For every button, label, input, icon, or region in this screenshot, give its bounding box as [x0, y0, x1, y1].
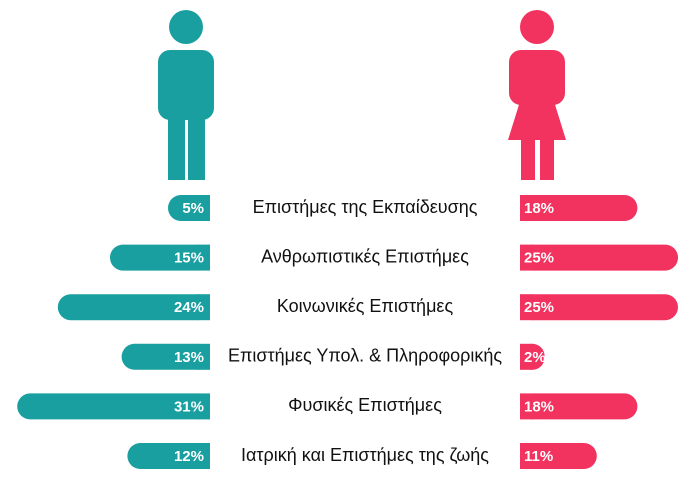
- bar-cap: [197, 195, 210, 221]
- bar: [110, 244, 210, 271]
- bar-cap: [520, 244, 533, 271]
- value-label: 18%: [524, 200, 554, 217]
- woman-icon: [508, 10, 566, 180]
- bar-cap: [520, 343, 533, 370]
- category-label: Ιατρική και Επιστήμες της ζωής: [241, 445, 489, 465]
- bar: [520, 244, 678, 271]
- category-label: Επιστήμες Υπολ. & Πληροφορικής: [228, 346, 502, 366]
- bar: [127, 443, 210, 469]
- bar: [57, 294, 210, 321]
- man-icon: [158, 10, 214, 180]
- value-label: 24%: [174, 299, 204, 316]
- bar-cap: [520, 443, 533, 469]
- value-label: 5%: [182, 200, 204, 217]
- category-label: Φυσικές Επιστήμες: [288, 395, 442, 415]
- bar: [17, 393, 211, 420]
- category-label: Κοινωνικές Επιστήμες: [277, 296, 454, 316]
- value-label: 25%: [524, 250, 554, 267]
- bar: [520, 393, 638, 420]
- value-label: 18%: [524, 398, 554, 415]
- value-label: 11%: [524, 448, 553, 465]
- value-label: 12%: [174, 448, 204, 465]
- value-label: 25%: [524, 299, 554, 316]
- bar-cap: [520, 195, 533, 221]
- value-label: 15%: [174, 250, 204, 267]
- bar: [520, 195, 638, 221]
- bar-cap: [520, 294, 533, 321]
- bar: [520, 294, 678, 321]
- category-label: Ανθρωπιστικές Επιστήμες: [261, 246, 469, 266]
- category-label: Επιστήμες της Εκπαίδευσης: [253, 197, 478, 217]
- bar-cap: [197, 393, 210, 420]
- bar-cap: [197, 343, 210, 370]
- bar: [121, 343, 210, 370]
- bar: [520, 443, 597, 469]
- bar-cap: [197, 443, 210, 469]
- value-label: 2%: [524, 349, 546, 366]
- value-label: 13%: [174, 349, 204, 366]
- bar-cap: [197, 294, 210, 321]
- value-label: 31%: [174, 398, 204, 415]
- bar-cap: [520, 393, 533, 420]
- bar-cap: [197, 244, 210, 271]
